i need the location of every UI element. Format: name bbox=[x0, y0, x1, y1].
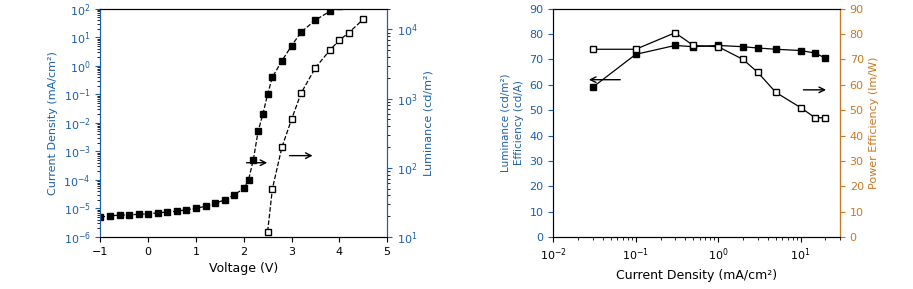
X-axis label: Current Density (mA/cm²): Current Density (mA/cm²) bbox=[616, 269, 777, 282]
Y-axis label: Luminance (cd/m²): Luminance (cd/m²) bbox=[423, 70, 433, 176]
Y-axis label: Luminance (cd/m²)
Efficiency (cd/A): Luminance (cd/m²) Efficiency (cd/A) bbox=[500, 74, 524, 172]
Y-axis label: Current Density (mA/cm²): Current Density (mA/cm²) bbox=[47, 51, 58, 195]
X-axis label: Voltage (V): Voltage (V) bbox=[209, 262, 278, 275]
Y-axis label: Power Efficiency (lm/W): Power Efficiency (lm/W) bbox=[869, 57, 879, 189]
